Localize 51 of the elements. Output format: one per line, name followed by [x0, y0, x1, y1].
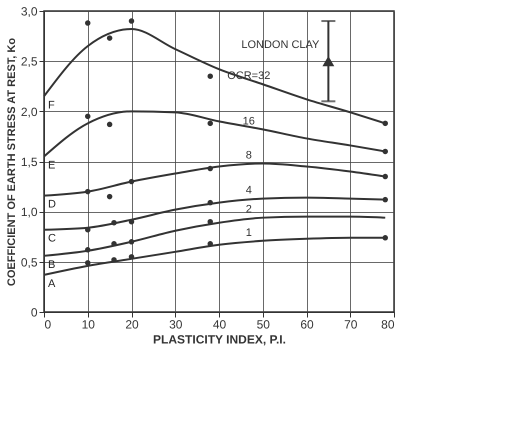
- series-label: 16: [242, 115, 255, 128]
- series-label: 8: [246, 150, 252, 162]
- point: [382, 120, 388, 126]
- point: [128, 178, 134, 184]
- x-tick-label: 60: [300, 318, 314, 332]
- point: [128, 18, 134, 24]
- point: [208, 166, 213, 172]
- point: [85, 20, 90, 26]
- point: [382, 235, 388, 240]
- series-label: 4: [246, 184, 252, 197]
- point: [106, 194, 112, 200]
- point: [382, 174, 388, 180]
- y-tick-label: 2,0: [20, 104, 38, 119]
- x-axis-title: PLASTICITY INDEX, P.I.: [153, 332, 286, 346]
- point: [322, 56, 334, 66]
- x-tick-label: 0: [44, 318, 52, 332]
- point: [85, 188, 90, 194]
- point: [382, 196, 388, 202]
- annotation: F: [48, 99, 55, 112]
- point: [85, 247, 90, 253]
- y-tick-label: 0,5: [20, 255, 38, 270]
- y-tick-label: 0: [30, 306, 38, 320]
- point: [106, 122, 112, 128]
- y-tick-label: 3,0: [20, 4, 38, 18]
- point: [106, 35, 112, 41]
- y-tick-label: 1,5: [20, 155, 38, 169]
- annotation: E: [48, 159, 56, 172]
- point: [128, 239, 134, 244]
- point: [111, 257, 117, 263]
- series-label: 1: [246, 226, 252, 239]
- point: [208, 120, 213, 126]
- point: [111, 220, 117, 226]
- y-tick-label: 2,5: [20, 54, 38, 69]
- point: [208, 73, 213, 79]
- x-tick-label: 70: [344, 318, 358, 332]
- point: [85, 260, 90, 266]
- x-tick-label: 20: [125, 318, 139, 332]
- annotation: D: [48, 198, 56, 211]
- x-tick-label: 50: [256, 318, 270, 332]
- point: [208, 200, 213, 206]
- point: [382, 148, 388, 154]
- x-tick-label: 80: [381, 318, 395, 332]
- y-axis-title: COEFFICIENT OF EARTH STRESS AT REST, Ko: [6, 38, 18, 286]
- x-tick-label: 10: [82, 318, 96, 332]
- x-tick-label: 30: [169, 318, 183, 332]
- annotation: A: [48, 278, 56, 290]
- y-tick-label: 1,0: [20, 205, 38, 220]
- annotation: C: [48, 232, 56, 245]
- x-tick-label: 40: [212, 318, 226, 332]
- point: [85, 114, 90, 120]
- point: [111, 241, 117, 247]
